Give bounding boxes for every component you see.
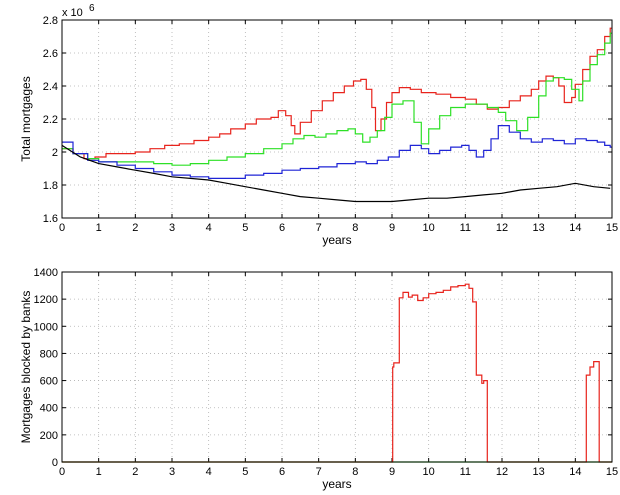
x-tick-label: 15 (606, 222, 618, 234)
x-tick-label: 1 (96, 222, 102, 234)
y-multiplier-label: x 10 (62, 7, 83, 19)
x-tick-label: 14 (569, 466, 581, 478)
x-tick-label: 2 (132, 222, 138, 234)
top-panel-total-mortgages: 0 1 2 3 4 5 6 7 8 9 10 11 12 13 14 151.61.822.22.42.62.… (19, 3, 618, 247)
x-tick-label: 11 (460, 466, 471, 478)
x-tick-label: 3 (169, 466, 175, 478)
y-tick-label: 1400 (34, 267, 58, 279)
x-tick-label: 15 (606, 466, 618, 478)
series-line-1 (62, 283, 612, 463)
x-tick-label: 7 (316, 222, 322, 234)
axes-frame-bottom (61, 271, 613, 463)
x-tick-label: 6 (279, 466, 285, 478)
axes-frame-top (61, 19, 613, 219)
x-tick-label: 11 (460, 222, 471, 234)
x-tick-label: 12 (496, 466, 508, 478)
y-tick-label: 2 (52, 147, 58, 159)
y-tick-label: 400 (40, 403, 58, 415)
x-tick-label: 14 (569, 222, 581, 234)
x-tick-label: 10 (423, 466, 435, 478)
x-axis-label-top: years (322, 233, 351, 247)
series-top (61, 27, 612, 203)
y-multiplier-exponent: 6 (89, 3, 95, 14)
grid-top (62, 20, 612, 218)
y-tick-label: 600 (40, 376, 58, 388)
x-tick-label: 9 (389, 222, 395, 234)
y-tick-label: 2.4 (43, 81, 58, 93)
ticks-bottom: 0 1 2 3 4 5 6 7 8 9 10 11 12 13 14 15020040060080010001… (34, 267, 619, 478)
x-tick-label: 4 (206, 466, 212, 478)
x-tick-label: 7 (316, 466, 322, 478)
y-tick-label: 200 (40, 430, 58, 442)
series-bottom (62, 283, 612, 463)
x-tick-label: 3 (169, 222, 175, 234)
x-tick-label: 8 (352, 222, 358, 234)
x-tick-label: 10 (423, 222, 435, 234)
series-line-2 (62, 125, 612, 179)
y-tick-label: 1.6 (43, 213, 58, 225)
x-tick-label: 0 (59, 222, 65, 234)
series-line-3 (61, 144, 611, 203)
y-tick-label: 800 (40, 348, 58, 360)
y-tick-label: 0 (52, 457, 58, 469)
x-tick-label: 13 (533, 466, 545, 478)
y-tick-label: 1.8 (43, 180, 58, 192)
y-axis-label-bottom: Mortgages blocked by banks (19, 291, 33, 444)
x-axis-label-bottom: years (322, 477, 351, 491)
y-tick-label: 1000 (34, 321, 58, 333)
grid-bottom (62, 272, 612, 462)
y-axis-label-top: Total mortgages (19, 76, 33, 161)
x-tick-label: 0 (59, 466, 65, 478)
y-tick-label: 2.8 (43, 15, 58, 27)
x-tick-label: 12 (496, 222, 508, 234)
x-tick-label: 6 (279, 222, 285, 234)
x-tick-label: 1 (96, 466, 102, 478)
x-tick-label: 2 (132, 466, 138, 478)
y-tick-label: 1200 (34, 294, 58, 306)
x-tick-label: 8 (352, 466, 358, 478)
x-tick-label: 4 (206, 222, 212, 234)
ticks-top: 0 1 2 3 4 5 6 7 8 9 10 11 12 13 14 151.61.822.22.42.62.… (43, 15, 618, 234)
x-tick-label: 5 (242, 222, 248, 234)
series-line-1 (62, 32, 612, 166)
bottom-panel-blocked-mortgages: 0 1 2 3 4 5 6 7 8 9 10 11 12 13 14 15020040060080010001… (19, 267, 618, 491)
x-tick-label: 9 (389, 466, 395, 478)
x-tick-label: 13 (533, 222, 545, 234)
x-tick-label: 5 (242, 466, 248, 478)
y-tick-label: 2.2 (43, 114, 58, 126)
y-tick-label: 2.6 (43, 48, 58, 60)
